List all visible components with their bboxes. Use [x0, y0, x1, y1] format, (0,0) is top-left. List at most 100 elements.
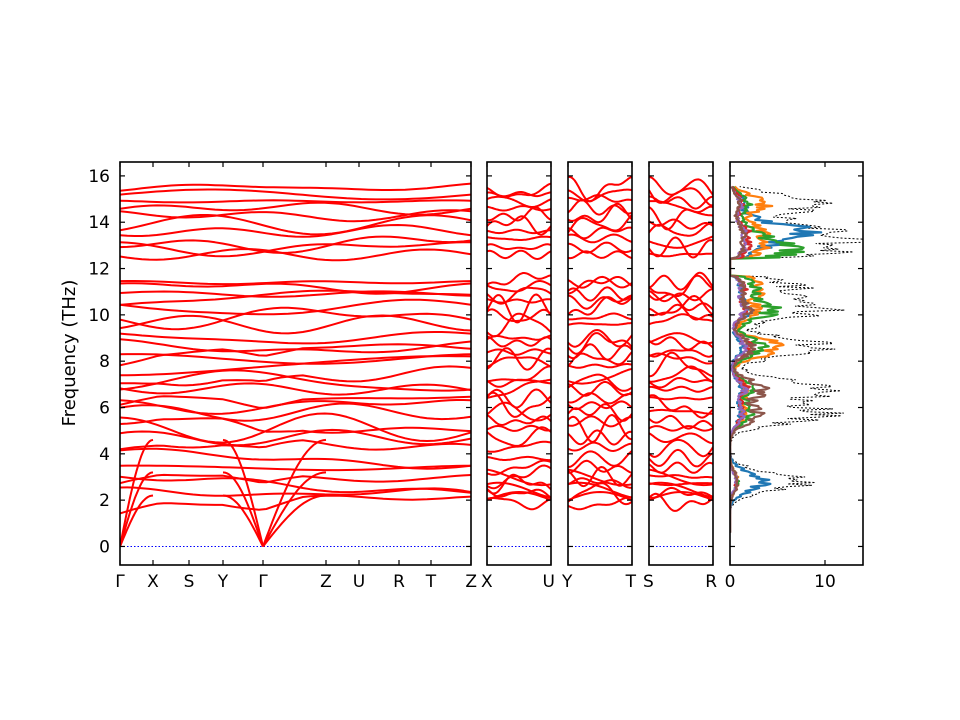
x-tick-label: T: [425, 572, 437, 592]
phonon-branch: [649, 332, 713, 345]
phonon-branch: [120, 241, 471, 258]
acoustic-branch: [487, 491, 551, 502]
phonon-branch: [487, 459, 551, 476]
y-axis-label: Frequency (THz): [59, 280, 80, 427]
phonon-branch: [568, 373, 632, 392]
y-tick-label: 10: [88, 306, 110, 326]
phonon-branch: [568, 322, 632, 326]
phonon-branch: [568, 241, 632, 254]
phonon-branch: [649, 349, 713, 358]
phonon-branch: [568, 294, 632, 310]
phonon-branch: [568, 332, 632, 355]
phonon-branch: [120, 280, 471, 286]
phonon-branch: [649, 474, 713, 479]
phonon-branch: [649, 352, 713, 365]
phonon-branch: [649, 438, 713, 458]
x-tick-label: X: [481, 572, 493, 592]
phonon-branch: [568, 250, 632, 260]
phonon-branch: [568, 312, 632, 321]
phonon-branch: [120, 199, 471, 204]
acoustic-branch: [649, 491, 713, 502]
phonon-branch: [487, 365, 551, 388]
band-lines: [649, 176, 713, 547]
phonon-branch: [120, 201, 471, 216]
phonon-branch: [568, 367, 632, 385]
band-panel-s-r: [648, 161, 714, 566]
phonon-branch: [649, 313, 713, 326]
phonon-branch: [649, 414, 713, 430]
y-tick-label: 2: [99, 491, 110, 511]
phonon-branch: [568, 496, 632, 511]
x-tick-label: Z: [465, 572, 477, 592]
x-tick-label: Γ: [115, 572, 125, 592]
phonon-branch: [649, 274, 713, 291]
dos-panel-frame: [729, 161, 864, 566]
phonon-branch: [120, 306, 471, 331]
phonon-branch: [487, 182, 551, 198]
phonon-branch: [120, 235, 471, 254]
y-tick-label: 8: [99, 352, 110, 372]
band-panel-x-u: [486, 161, 552, 566]
x-tick-label: U: [353, 572, 365, 592]
x-tick-label: S: [643, 572, 654, 592]
phonon-branch: [120, 473, 471, 485]
panel-frame: [486, 161, 552, 566]
x-tick-label: R: [393, 572, 405, 592]
phonon-branch: [649, 394, 713, 419]
phonon-branch: [120, 402, 471, 422]
x-tick-label: Z: [320, 572, 332, 592]
phonon-branch: [568, 477, 632, 489]
phonon-branch: [568, 392, 632, 405]
acoustic-branch: [222, 494, 264, 547]
projected-dos-line: [730, 186, 771, 533]
total-dos-line: [730, 186, 863, 533]
acoustic-branch: [222, 471, 264, 547]
phonon-branch: [487, 235, 551, 241]
phonon-branch: [568, 202, 632, 224]
phonon-branch: [568, 275, 632, 289]
phonon-branch: [120, 331, 471, 345]
phonon-branch: [649, 377, 713, 389]
phonon-branch: [487, 205, 551, 212]
phonon-branch: [120, 314, 471, 335]
x-tick-label: Y: [217, 572, 229, 592]
y-tick-label: 16: [88, 167, 110, 187]
acoustic-branch: [262, 494, 327, 548]
panel-frame: [567, 161, 633, 566]
phonon-branch: [649, 236, 713, 259]
phonon-branch: [649, 195, 713, 210]
phonon-branch: [120, 412, 471, 444]
acoustic-branch: [568, 491, 632, 502]
y-tick-label: 0: [99, 537, 110, 557]
phonon-branch: [487, 215, 551, 236]
phonon-branch: [649, 408, 713, 415]
phonon-branch: [120, 428, 471, 447]
x-tick-label: U: [543, 572, 555, 592]
phonon-branch: [487, 401, 551, 422]
x-tick-label: T: [625, 572, 637, 592]
x-tick-label: Y: [561, 572, 573, 592]
phonon-branch: [568, 459, 632, 474]
band-lines: [120, 182, 471, 548]
phonon-branch: [487, 280, 551, 293]
phonon-branch: [487, 228, 551, 235]
phonon-branch: [120, 439, 471, 451]
phonon-branch: [568, 363, 632, 369]
phonon-branch: [649, 351, 713, 378]
phonon-branch: [120, 365, 471, 387]
phonon-branch: [649, 218, 713, 230]
phonon-branch: [487, 272, 551, 286]
phonon-branch: [568, 296, 632, 316]
phonon-branch: [120, 399, 471, 415]
phonon-branch: [649, 425, 713, 432]
phonon-branch: [568, 380, 632, 397]
phonon-branch: [487, 455, 551, 462]
phonon-branch: [487, 348, 551, 356]
phonon-branch: [649, 235, 713, 249]
dos-curves: [730, 185, 863, 533]
acoustic-branch: [649, 468, 713, 487]
x-tick-label: S: [184, 572, 195, 592]
acoustic-branch: [568, 468, 632, 487]
band-panel-y-t: [567, 161, 633, 566]
